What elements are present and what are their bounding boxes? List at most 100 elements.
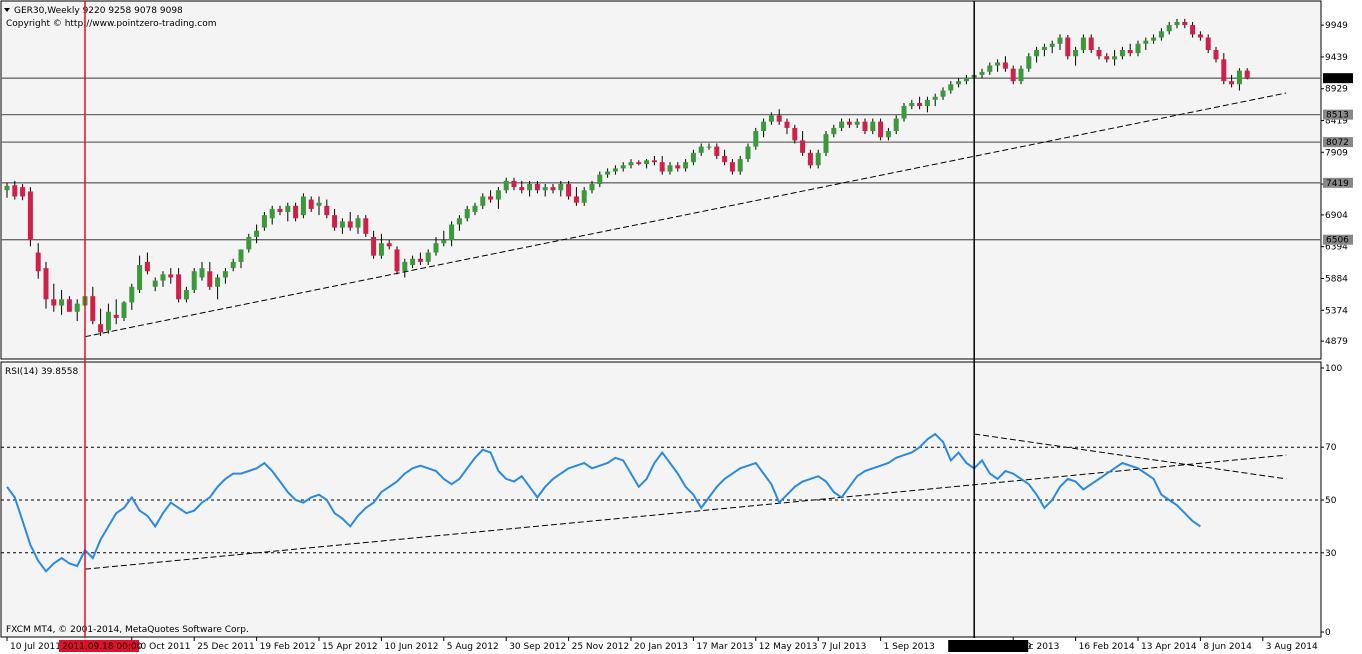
candle-bull [589,183,595,191]
x-tick-label: 25 Dec 2011 [197,642,255,652]
candle-bull [269,208,275,219]
candle-bull [316,202,322,206]
candle-bear [27,191,33,241]
candle-bear [807,152,813,166]
candle-bull [870,121,876,132]
x-tick-label: 5 Aug 2012 [447,642,499,652]
candle-bear [1065,37,1071,57]
candle-bull [963,78,969,82]
candle-bull [698,146,704,153]
candle-bull [121,302,127,318]
price-y-tick-label: 9439 [1325,53,1348,63]
price-y-tick-label: 7909 [1325,148,1348,158]
x-tick-label: Dec 2013 [1016,642,1059,652]
candle-bear [800,140,806,153]
candle-bear [386,243,392,247]
candle-bear [659,162,665,172]
candle-bull [1112,56,1118,60]
level-price-tag [1323,234,1353,245]
candle-bull [612,168,618,172]
candle-bear [66,299,72,312]
candle-bull [246,236,252,250]
candle-bear [417,258,423,262]
time-marker-tag [59,640,139,652]
level-price-label: 9098 [1326,74,1349,84]
candle-bear [308,199,314,209]
candle-bull [753,131,759,147]
candle-bull [215,277,221,287]
candle-bull [706,146,712,148]
candle-bull [1135,43,1141,54]
symbol-header: GER30,Weekly 9220 9258 9078 9098 [14,6,183,16]
candle-bull [1236,70,1242,85]
candle-bear [862,121,868,132]
candle-bear [1229,81,1235,85]
x-tick-label: 19 Feb 2012 [260,642,316,652]
candle-bull [59,299,65,306]
x-tick-label: 20 Jan 2013 [634,642,688,652]
candle-bull [932,96,938,100]
candle-bear [1127,50,1133,54]
x-tick-label: 16 Feb 2014 [1079,642,1135,652]
candle-bull [909,102,915,107]
candle-bear [511,180,517,188]
candle-bear [1096,50,1102,57]
candle-bear [1104,56,1110,60]
x-tick-label: 25 Nov 2012 [572,642,630,652]
candle-bull [644,160,650,165]
x-tick-label: 30 Oct 2011 [135,642,191,652]
rsi-series-line [6,432,1201,573]
candle-bull [355,218,361,228]
candle-bull [737,159,743,172]
candle-bull [683,162,689,169]
x-tick-label: 8 Jun 2014 [1203,642,1252,652]
candle-bear [488,196,494,200]
level-price-tag [1323,177,1353,188]
candle-bear [675,165,681,169]
candle-bear [1088,37,1094,51]
candle-bear [363,218,369,234]
candle-bear [371,236,377,256]
candle-bull [191,271,197,290]
candle-bull [893,118,899,132]
candle-bull [74,303,80,312]
candle-bull [1073,50,1079,57]
candle-bull [339,221,345,228]
candle-bull [1080,37,1086,51]
candle-bull [4,185,10,191]
x-tick-label: 30 Sep 2012 [509,642,566,652]
candle-bear [168,274,174,278]
candle-bear [550,187,556,191]
candle-bull [558,183,564,191]
candle-bull [152,280,158,287]
candle-bull [948,84,954,91]
candle-bull [433,243,439,253]
x-tick-label: 10 Jun 2012 [384,642,438,652]
dropdown-arrow-icon[interactable] [4,8,10,12]
level-price-label: 7419 [1326,179,1349,189]
candle-bear [1205,37,1211,51]
price-y-tick-label: 5884 [1325,274,1348,284]
candle-bull [222,271,228,278]
candle-bear [784,121,790,128]
price-y-tick-label: 6904 [1325,211,1348,221]
rsi-y-tick-label: 0 [1325,628,1331,638]
candle-bear [534,183,540,191]
candle-bear [1197,34,1203,38]
candle-bull [160,274,166,281]
candle-bull [480,196,486,206]
candle-bull [581,190,587,203]
candle-bull [425,252,431,262]
candle-bear [636,162,642,165]
candle-bear [98,324,104,333]
candle-bear [324,205,330,216]
candle-bull [1049,43,1055,47]
candle-bear [113,314,119,318]
candle-bull [1143,40,1149,44]
candle-bull [1041,46,1047,51]
candle-bull [495,190,501,200]
candle-bull [1057,37,1063,44]
candle-bull [823,134,829,153]
candle-bull [854,121,860,125]
